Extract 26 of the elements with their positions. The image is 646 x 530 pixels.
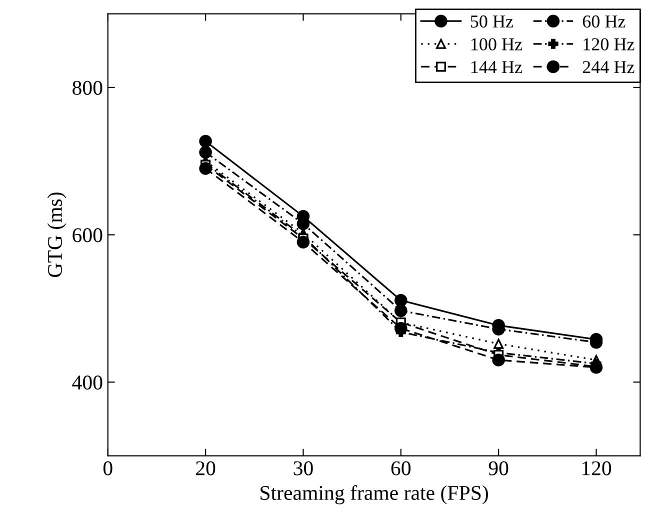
legend-label: 144 Hz xyxy=(471,61,522,74)
x-tick-label: 60 xyxy=(391,461,411,476)
legend-label: 120 Hz xyxy=(584,38,634,50)
point xyxy=(492,354,505,366)
x-axis-title: Streaming frame rate (FPS) xyxy=(260,485,488,504)
y-tick-label: 400 xyxy=(72,376,102,390)
point xyxy=(394,322,408,335)
x-tick-label: 120 xyxy=(582,461,612,476)
point xyxy=(394,294,408,307)
y-tick-label: 600 xyxy=(72,228,102,242)
point xyxy=(199,134,212,148)
x-tick-label: 20 xyxy=(196,461,216,476)
point xyxy=(199,162,212,175)
point xyxy=(394,304,408,318)
x-tick-label: 30 xyxy=(294,461,313,476)
legend-label: 244 Hz xyxy=(582,61,634,74)
x-tick-label: 90 xyxy=(488,461,508,476)
x-tick-label: 0 xyxy=(103,461,112,476)
point xyxy=(296,236,310,249)
legend-label: 50 Hz xyxy=(470,15,514,28)
y-axis-title: GTG (ms) xyxy=(47,192,66,278)
legend-label: 60 Hz xyxy=(582,15,626,28)
point xyxy=(494,338,504,349)
y-tick-label: 800 xyxy=(72,80,102,95)
legend-label: 100 Hz xyxy=(471,38,522,50)
point xyxy=(199,146,212,159)
